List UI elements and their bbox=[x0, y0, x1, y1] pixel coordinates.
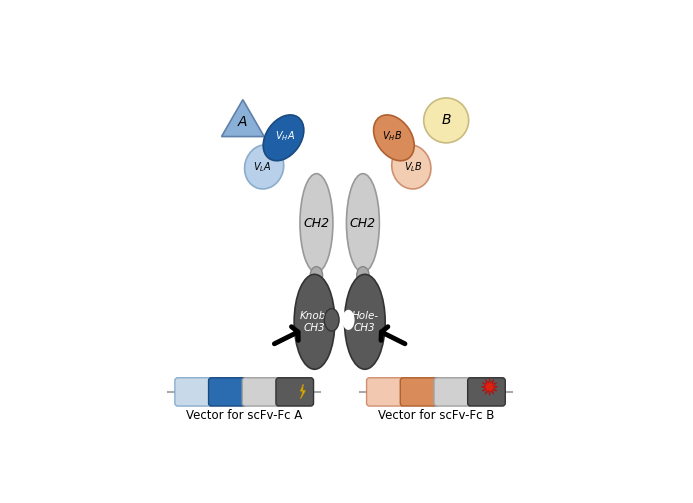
Polygon shape bbox=[222, 100, 264, 137]
Ellipse shape bbox=[374, 115, 414, 161]
Ellipse shape bbox=[245, 145, 283, 189]
Ellipse shape bbox=[346, 174, 379, 273]
Text: $V_H$A: $V_H$A bbox=[275, 129, 295, 143]
FancyBboxPatch shape bbox=[367, 378, 404, 406]
Text: B: B bbox=[441, 113, 451, 127]
FancyBboxPatch shape bbox=[209, 378, 246, 406]
Text: A: A bbox=[238, 115, 247, 129]
Ellipse shape bbox=[392, 145, 431, 189]
Ellipse shape bbox=[357, 267, 369, 284]
Ellipse shape bbox=[324, 309, 339, 331]
FancyBboxPatch shape bbox=[434, 378, 471, 406]
Polygon shape bbox=[481, 378, 498, 395]
Text: $V_L$A: $V_L$A bbox=[253, 160, 272, 174]
Text: $V_H$B: $V_H$B bbox=[382, 129, 402, 143]
Text: Hole-
CH3: Hole- CH3 bbox=[351, 311, 378, 332]
Ellipse shape bbox=[310, 267, 323, 284]
Ellipse shape bbox=[344, 274, 385, 369]
Text: $V_L$B: $V_L$B bbox=[404, 160, 423, 174]
FancyBboxPatch shape bbox=[175, 378, 213, 406]
FancyBboxPatch shape bbox=[468, 378, 505, 406]
Ellipse shape bbox=[294, 274, 335, 369]
Text: Vector for scFv-Fc A: Vector for scFv-Fc A bbox=[186, 409, 302, 422]
Polygon shape bbox=[301, 384, 305, 399]
FancyBboxPatch shape bbox=[276, 378, 313, 406]
Ellipse shape bbox=[300, 174, 333, 273]
Text: CH2: CH2 bbox=[350, 216, 376, 229]
Text: Knob-
CH3: Knob- CH3 bbox=[299, 311, 330, 332]
FancyBboxPatch shape bbox=[401, 378, 438, 406]
Text: CH2: CH2 bbox=[304, 216, 329, 229]
Ellipse shape bbox=[423, 98, 468, 143]
FancyBboxPatch shape bbox=[243, 378, 280, 406]
Ellipse shape bbox=[263, 115, 304, 161]
Ellipse shape bbox=[342, 310, 355, 330]
Text: Vector for scFv-Fc B: Vector for scFv-Fc B bbox=[378, 409, 494, 422]
